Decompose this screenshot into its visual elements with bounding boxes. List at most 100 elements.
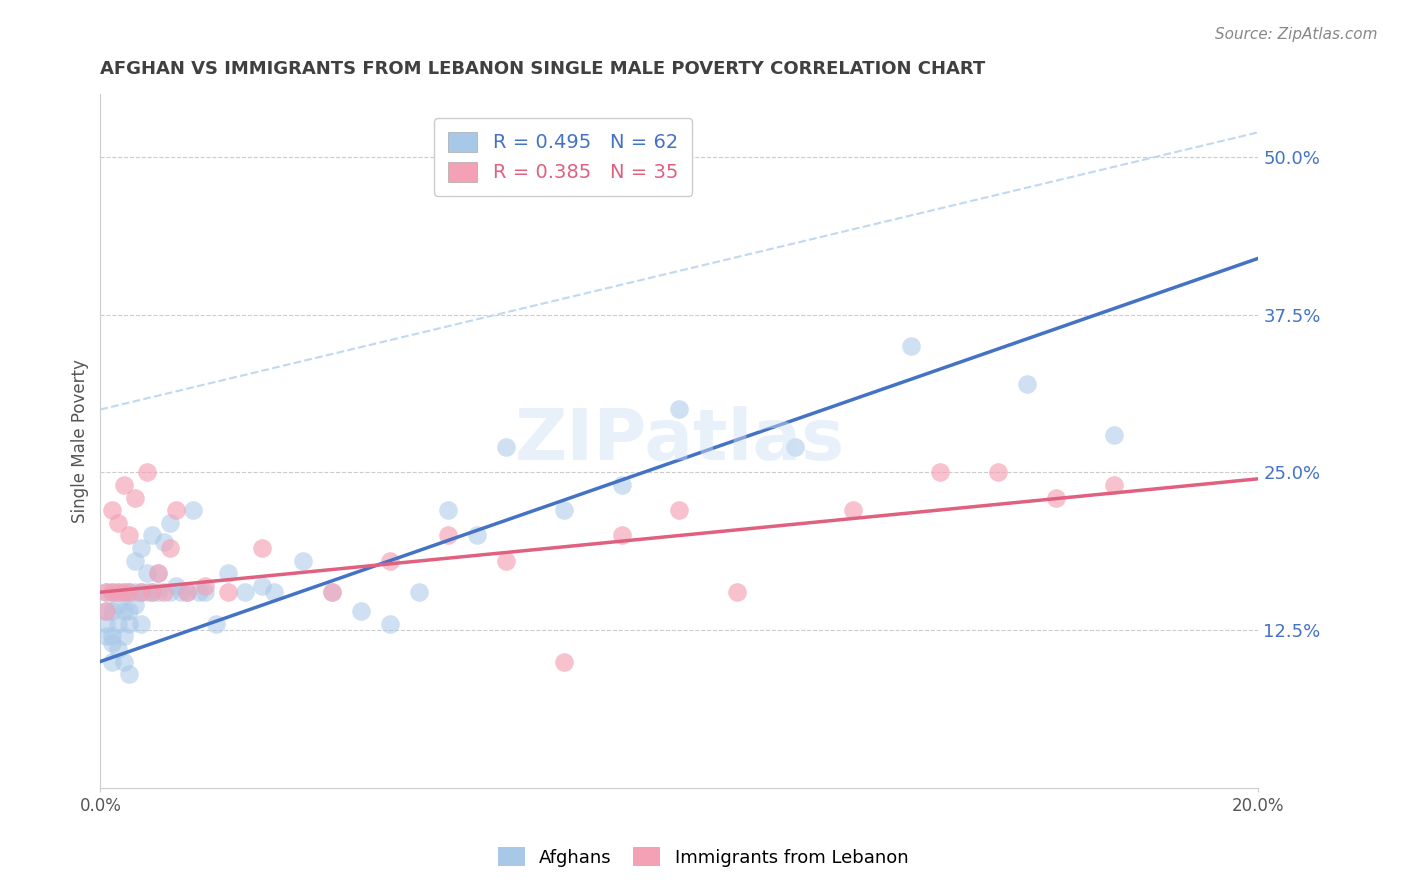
Point xyxy=(129,585,152,599)
Point xyxy=(378,616,401,631)
Point xyxy=(124,585,146,599)
Point xyxy=(118,616,141,631)
Point xyxy=(436,528,458,542)
Point xyxy=(141,528,163,542)
Point xyxy=(378,554,401,568)
Point xyxy=(153,585,176,599)
Point xyxy=(900,339,922,353)
Point xyxy=(101,503,124,517)
Point xyxy=(668,503,690,517)
Point xyxy=(153,534,176,549)
Point xyxy=(436,503,458,517)
Point xyxy=(194,585,217,599)
Legend: R = 0.495   N = 62, R = 0.385   N = 35: R = 0.495 N = 62, R = 0.385 N = 35 xyxy=(434,118,692,196)
Point xyxy=(112,604,135,618)
Point xyxy=(107,598,129,612)
Point xyxy=(725,585,748,599)
Point xyxy=(321,585,343,599)
Point xyxy=(176,585,198,599)
Point xyxy=(118,585,141,599)
Point xyxy=(610,478,633,492)
Point xyxy=(165,579,187,593)
Point xyxy=(107,616,129,631)
Point xyxy=(176,585,198,599)
Point xyxy=(159,541,181,555)
Point xyxy=(465,528,488,542)
Point xyxy=(252,541,274,555)
Point xyxy=(194,579,217,593)
Point xyxy=(1045,491,1067,505)
Point xyxy=(112,478,135,492)
Point xyxy=(233,585,256,599)
Legend: Afghans, Immigrants from Lebanon: Afghans, Immigrants from Lebanon xyxy=(491,840,915,874)
Point xyxy=(118,585,141,599)
Point xyxy=(101,655,124,669)
Point xyxy=(112,585,135,599)
Point xyxy=(553,503,575,517)
Point xyxy=(148,566,170,581)
Point xyxy=(495,554,517,568)
Point xyxy=(1015,377,1038,392)
Point xyxy=(124,554,146,568)
Y-axis label: Single Male Poverty: Single Male Poverty xyxy=(72,359,89,523)
Point xyxy=(205,616,228,631)
Point xyxy=(107,516,129,530)
Point xyxy=(842,503,865,517)
Point xyxy=(112,655,135,669)
Point xyxy=(129,616,152,631)
Point xyxy=(94,604,117,618)
Text: AFGHAN VS IMMIGRANTS FROM LEBANON SINGLE MALE POVERTY CORRELATION CHART: AFGHAN VS IMMIGRANTS FROM LEBANON SINGLE… xyxy=(100,60,986,78)
Point xyxy=(101,629,124,643)
Point xyxy=(94,629,117,643)
Point xyxy=(321,585,343,599)
Point xyxy=(94,585,117,599)
Point xyxy=(252,579,274,593)
Text: Source: ZipAtlas.com: Source: ZipAtlas.com xyxy=(1215,27,1378,42)
Point xyxy=(94,616,117,631)
Point xyxy=(159,585,181,599)
Point xyxy=(101,604,124,618)
Point xyxy=(124,598,146,612)
Point xyxy=(141,585,163,599)
Point xyxy=(785,440,807,454)
Point xyxy=(408,585,430,599)
Point xyxy=(101,585,124,599)
Point xyxy=(170,585,193,599)
Point xyxy=(553,655,575,669)
Point xyxy=(129,541,152,555)
Point xyxy=(217,585,239,599)
Point xyxy=(181,503,204,517)
Point xyxy=(135,566,157,581)
Text: ZIPatlas: ZIPatlas xyxy=(515,407,845,475)
Point xyxy=(101,635,124,649)
Point xyxy=(929,466,952,480)
Point xyxy=(668,402,690,417)
Point xyxy=(217,566,239,581)
Point xyxy=(101,585,124,599)
Point xyxy=(165,503,187,517)
Point xyxy=(129,585,152,599)
Point xyxy=(292,554,315,568)
Point xyxy=(118,604,141,618)
Point xyxy=(94,604,117,618)
Point xyxy=(1102,478,1125,492)
Point xyxy=(141,585,163,599)
Point xyxy=(112,585,135,599)
Point xyxy=(118,667,141,681)
Point xyxy=(263,585,285,599)
Point xyxy=(148,585,170,599)
Point xyxy=(159,516,181,530)
Point xyxy=(107,585,129,599)
Point xyxy=(610,528,633,542)
Point xyxy=(107,585,129,599)
Point xyxy=(94,585,117,599)
Point xyxy=(187,585,209,599)
Point xyxy=(135,466,157,480)
Point xyxy=(350,604,373,618)
Point xyxy=(148,566,170,581)
Point xyxy=(107,641,129,656)
Point xyxy=(987,466,1010,480)
Point xyxy=(135,585,157,599)
Point xyxy=(1102,427,1125,442)
Point xyxy=(124,491,146,505)
